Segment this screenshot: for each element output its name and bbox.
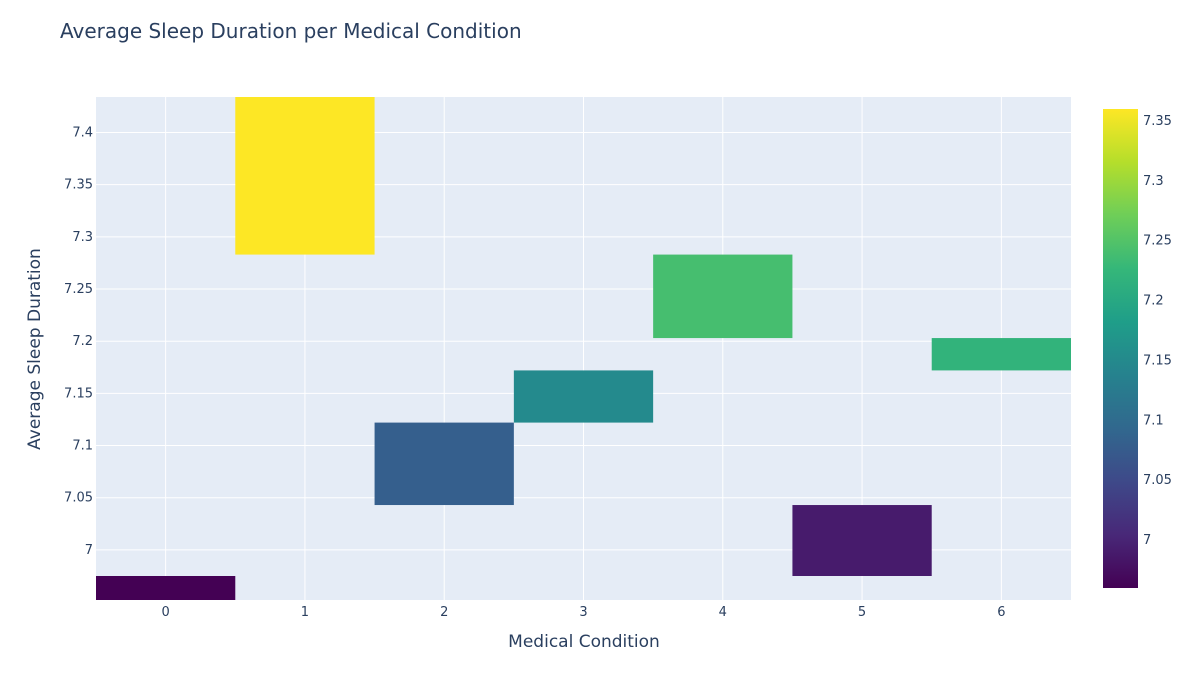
- chart-title: Average Sleep Duration per Medical Condi…: [60, 19, 522, 43]
- y-tick-label: 7.25: [64, 282, 93, 297]
- x-tick-label: 1: [301, 605, 309, 620]
- colorbar-tick-label: 7.25: [1143, 234, 1172, 249]
- heatmap-cell-6: [931, 338, 1071, 371]
- heatmap-cell-0: [96, 575, 236, 600]
- colorbar-tick-label: 7.1: [1143, 413, 1164, 428]
- colorbar-ticks: 7 7.05 7.1 7.15 7.2 7.25 7.3 7.35: [1143, 114, 1172, 548]
- y-tick-label: 7.35: [64, 178, 93, 193]
- colorbar: [1103, 109, 1138, 588]
- y-tick-label: 7.1: [72, 439, 93, 454]
- y-axis-ticks: 7 7.05 7.1 7.15 7.2 7.25 7.3 7.35 7.4: [64, 125, 93, 557]
- heatmap-cell-5: [792, 505, 932, 576]
- colorbar-tick-label: 7: [1143, 533, 1151, 548]
- colorbar-tick-label: 7.15: [1143, 353, 1172, 368]
- heatmap-cell-2: [374, 422, 514, 506]
- colorbar-tick-label: 7.2: [1143, 294, 1164, 309]
- y-tick-label: 7: [85, 543, 93, 558]
- x-tick-label: 2: [440, 605, 448, 620]
- y-tick-label: 7.2: [72, 334, 93, 349]
- y-tick-label: 7.05: [64, 491, 93, 506]
- heatmap-cell-1: [235, 97, 375, 255]
- y-tick-label: 7.3: [72, 230, 93, 245]
- x-tick-label: 5: [858, 605, 866, 620]
- x-tick-label: 3: [579, 605, 587, 620]
- x-tick-label: 6: [997, 605, 1005, 620]
- x-tick-label: 0: [162, 605, 170, 620]
- heatmap-cells: [96, 97, 1071, 600]
- x-axis-ticks: 0 1 2 3 4 5 6: [162, 605, 1006, 620]
- y-tick-label: 7.15: [64, 386, 93, 401]
- heatmap-cell-4: [653, 254, 793, 339]
- colorbar-tick-label: 7.3: [1143, 174, 1164, 189]
- colorbar-tick-label: 7.05: [1143, 473, 1172, 488]
- y-tick-label: 7.4: [72, 125, 93, 140]
- x-axis-title: Medical Condition: [508, 632, 660, 652]
- colorbar-tick-label: 7.35: [1143, 114, 1172, 129]
- heatmap-cell-3: [513, 370, 654, 423]
- y-axis-title: Average Sleep Duration: [25, 248, 45, 450]
- x-tick-label: 4: [719, 605, 727, 620]
